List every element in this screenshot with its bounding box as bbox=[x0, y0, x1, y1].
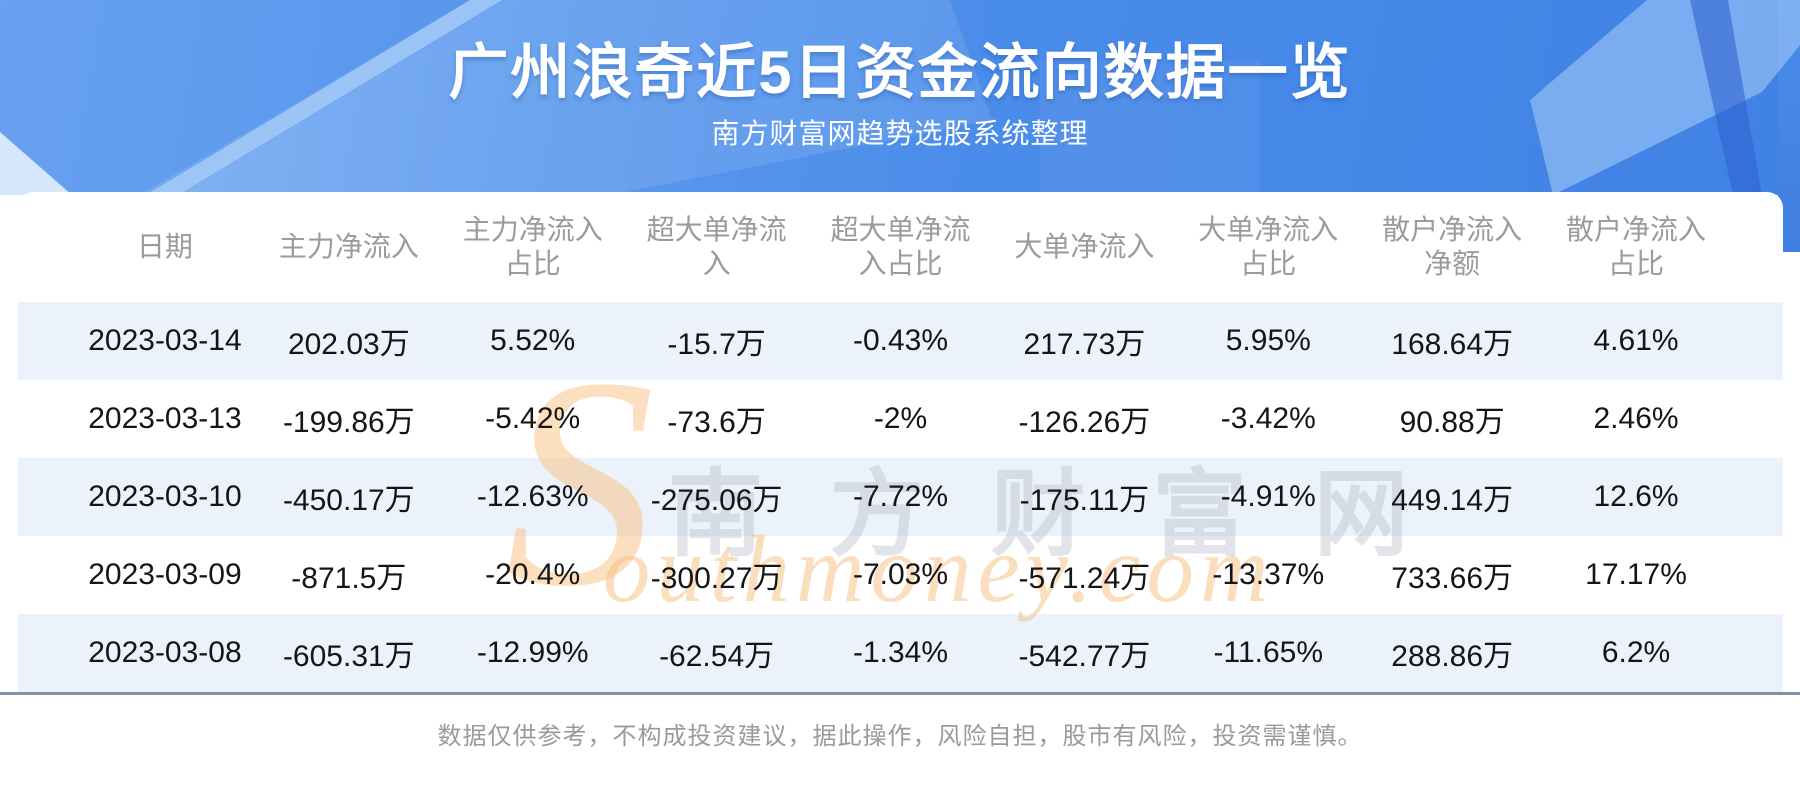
column-header: 主力净流入 bbox=[278, 231, 419, 262]
value-cell: -12.99% bbox=[476, 636, 589, 669]
value-cell: 6.2% bbox=[1601, 636, 1671, 669]
value-cell: 17.17% bbox=[1585, 558, 1687, 591]
bottom-divider-line bbox=[0, 692, 1800, 695]
value-cell: -2% bbox=[873, 402, 928, 435]
value-cell: -300.27万 bbox=[650, 562, 783, 595]
column-header: 散户净流入 净额 bbox=[1382, 214, 1523, 279]
value-cell: -7.03% bbox=[852, 558, 949, 591]
blue-header-background bbox=[0, 0, 1800, 195]
value-cell: 12.6% bbox=[1593, 480, 1679, 513]
value-cell: -5.42% bbox=[485, 402, 581, 435]
value-cell: 202.03万 bbox=[287, 328, 410, 361]
value-cell: -13.37% bbox=[1212, 558, 1325, 591]
value-cell: -15.7万 bbox=[667, 328, 766, 361]
date-cell: 2023-03-13 bbox=[88, 402, 242, 435]
column-header: 大单净流入 占比 bbox=[1198, 214, 1339, 279]
value-cell: -275.06万 bbox=[650, 484, 783, 517]
value-cell: -126.26万 bbox=[1018, 406, 1151, 439]
value-cell: -12.63% bbox=[476, 480, 589, 513]
date-cell: 2023-03-08 bbox=[88, 636, 242, 669]
value-cell: -199.86万 bbox=[282, 406, 415, 439]
page-subtitle: 南方财富网趋势选股系统整理 bbox=[711, 118, 1089, 149]
column-header: 大单净流入 bbox=[1014, 231, 1155, 262]
value-cell: -571.24万 bbox=[1018, 562, 1151, 595]
table-row: 2023-03-13 -199.86万 -5.42% -73.6万 -2% -126.26… bbox=[18, 380, 1783, 458]
value-cell: 2.46% bbox=[1593, 402, 1679, 435]
page-title: 广州浪奇近5日资金流向数据一览 bbox=[448, 39, 1352, 106]
value-cell: -0.43% bbox=[852, 324, 949, 357]
value-cell: -73.6万 bbox=[667, 406, 766, 439]
value-cell: 4.61% bbox=[1593, 324, 1679, 357]
column-header: 超大单净流 入占比 bbox=[830, 214, 971, 279]
table-row: 2023-03-10 -450.17万 -12.63% -275.06万 -7.72% -… bbox=[18, 458, 1783, 536]
value-cell: -20.4% bbox=[485, 558, 581, 591]
column-header: 日期 bbox=[136, 231, 193, 262]
value-cell: -11.65% bbox=[1213, 636, 1324, 669]
value-cell: 90.88万 bbox=[1399, 406, 1505, 439]
table-header-row: 日期 主力净流入 主力净流入 占比 超大单净流 入超大单净流 入占比 大单净流入 大单净流… bbox=[18, 192, 1783, 302]
value-cell: -450.17万 bbox=[282, 484, 415, 517]
date-cell: 2023-03-14 bbox=[88, 324, 242, 357]
date-cell: 2023-03-09 bbox=[88, 558, 242, 591]
value-cell: 168.64万 bbox=[1391, 328, 1514, 361]
disclaimer-text: 数据仅供参考，不构成投资建议，据此操作，风险自担，股市有风险，投资需谨慎。 bbox=[437, 723, 1363, 750]
value-cell: 733.66万 bbox=[1391, 562, 1514, 595]
value-cell: 5.95% bbox=[1225, 324, 1311, 357]
date-cell: 2023-03-10 bbox=[88, 480, 242, 513]
table-row: 2023-03-08 -605.31万 -12.99% -62.54万 -1.34% -5… bbox=[18, 614, 1783, 692]
value-cell: -1.34% bbox=[852, 636, 949, 669]
table-row: 2023-03-09 -871.5万 -20.4% -300.27万 -7.03% -57… bbox=[18, 536, 1783, 614]
value-cell: 217.73万 bbox=[1023, 328, 1146, 361]
value-cell: -4.91% bbox=[1220, 480, 1316, 513]
value-cell: -3.42% bbox=[1220, 402, 1316, 435]
value-cell: 288.86万 bbox=[1391, 640, 1514, 673]
data-table: 日期 主力净流入 主力净流入 占比 超大单净流 入超大单净流 入占比 大单净流入 大单净流… bbox=[18, 192, 1783, 692]
value-cell: 5.52% bbox=[490, 324, 576, 357]
value-cell: 449.14万 bbox=[1391, 484, 1514, 517]
column-header: 超大单净流 入 bbox=[646, 214, 787, 279]
value-cell: -871.5万 bbox=[291, 562, 407, 595]
table-row: 2023-03-14 202.03万 5.52% -15.7万 -0.43% 217.73… bbox=[18, 302, 1783, 380]
value-cell: -175.11万 bbox=[1019, 484, 1150, 517]
value-cell: -542.77万 bbox=[1018, 640, 1151, 673]
value-cell: -62.54万 bbox=[659, 640, 775, 673]
background-geometric-shapes bbox=[0, 0, 1800, 195]
column-header: 主力净流入 占比 bbox=[462, 214, 603, 279]
table-body: 2023-03-14 202.03万 5.52% -15.7万 -0.43% 217.73… bbox=[18, 302, 1783, 692]
value-cell: -605.31万 bbox=[282, 640, 415, 673]
column-header: 散户净流入 占比 bbox=[1566, 214, 1707, 279]
value-cell: -7.72% bbox=[852, 480, 949, 513]
